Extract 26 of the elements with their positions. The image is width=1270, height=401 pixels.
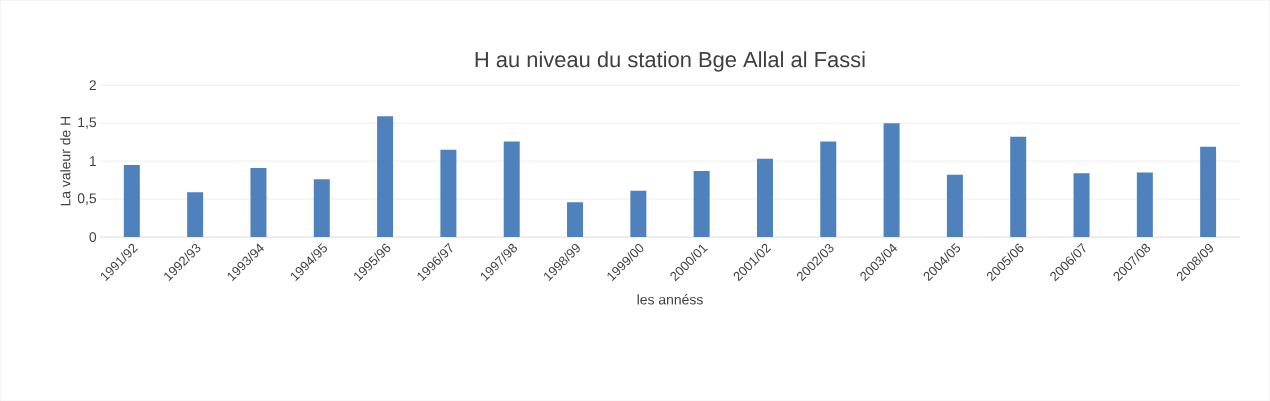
y-tick-label: 1 xyxy=(89,156,96,166)
y-axis-title: La valeur de H xyxy=(60,116,71,206)
bar xyxy=(313,179,330,237)
bar xyxy=(250,167,267,237)
bar xyxy=(503,141,520,237)
bar xyxy=(693,170,710,237)
bar xyxy=(187,192,204,237)
bar xyxy=(630,190,647,237)
y-tick-label: 0,5 xyxy=(77,193,97,205)
y-tick-label: 1,5 xyxy=(78,117,97,129)
bar xyxy=(946,174,963,237)
x-axis-title: les annéss xyxy=(637,293,703,305)
bar xyxy=(123,164,140,237)
bar xyxy=(567,202,584,237)
bar xyxy=(1073,173,1090,237)
bar xyxy=(756,158,773,237)
bar xyxy=(820,141,837,237)
bar xyxy=(1136,172,1153,237)
bar xyxy=(1010,136,1027,237)
bar xyxy=(377,116,394,237)
y-tick-label: 0 xyxy=(89,232,97,242)
chart-title: H au niveau du station Bge Allal al Fassi xyxy=(475,51,865,72)
bar xyxy=(1200,146,1217,237)
y-tick-label: 2 xyxy=(89,80,96,90)
bar xyxy=(883,123,900,237)
bar xyxy=(440,149,457,237)
